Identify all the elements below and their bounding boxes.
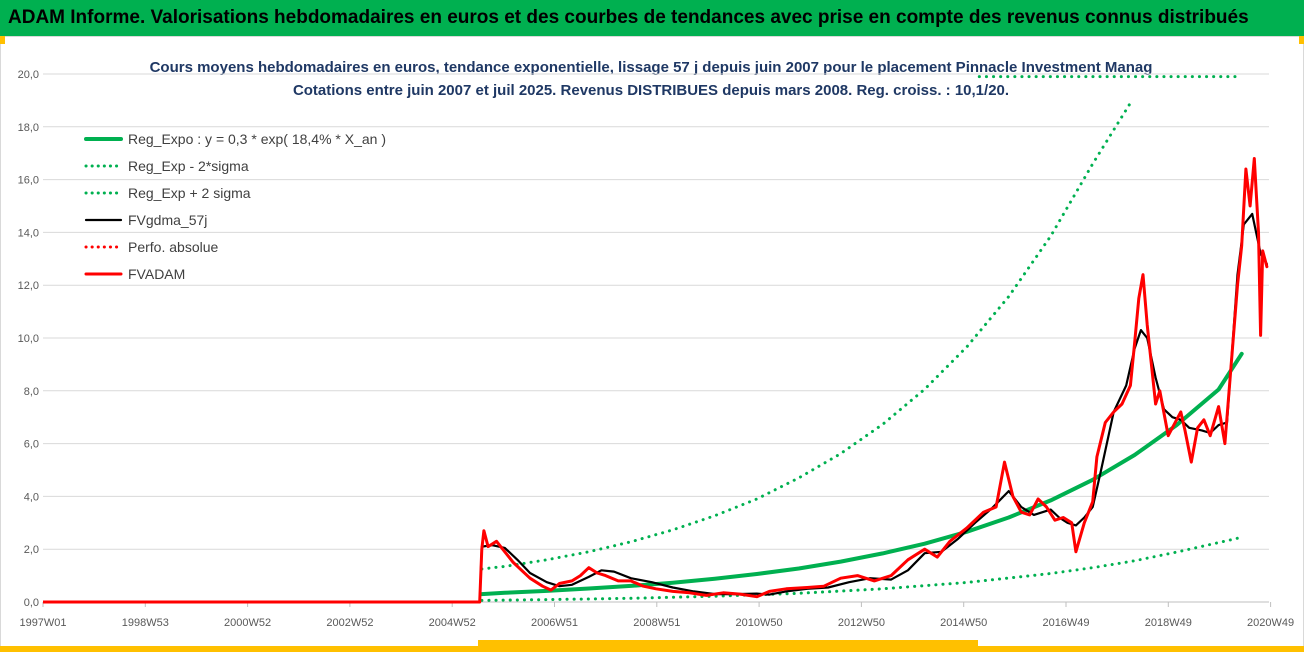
x-tick-label: 1998W53 (122, 617, 169, 629)
corner-accent-left (0, 36, 5, 44)
x-tick-label: 2004W52 (429, 617, 476, 629)
y-tick-label: 10,0 (18, 333, 39, 345)
x-axis-ticks: 1997W01 1998W53 2000W52 2002W52 2004W52 2006W… (19, 602, 1294, 629)
corner-accent-right (1299, 36, 1304, 44)
legend-label: FVgdma_57j (128, 212, 207, 228)
y-tick-label: 6,0 (24, 439, 39, 451)
x-tick-label: 2014W50 (940, 617, 987, 629)
legend-label: Reg_Exp - 2*sigma (128, 158, 249, 174)
y-tick-label: 18,0 (18, 122, 39, 134)
legend-label: Reg_Exp + 2 sigma (128, 185, 251, 201)
x-tick-label: 2020W49 (1247, 617, 1294, 629)
line-chart: Cours moyens hebdomadaires en euros, ten… (18, 59, 1295, 629)
x-tick-label: 1997W01 (19, 617, 66, 629)
chart-frame: Cours moyens hebdomadaires en euros, ten… (0, 36, 1304, 652)
y-tick-label: 16,0 (18, 175, 39, 187)
legend: Reg_Expo : y = 0,3 * exp( 18,4% * X_an )… (84, 131, 386, 282)
legend-label: FVADAM (128, 266, 185, 282)
legend-label: Perfo. absolue (128, 239, 218, 255)
y-tick-label: 8,0 (24, 386, 39, 398)
series-line (43, 212, 1268, 604)
x-tick-label: 2012W50 (838, 617, 885, 629)
x-tick-label: 2016W49 (1042, 617, 1089, 629)
y-axis-ticks: 0,0 2,0 4,0 6,0 8,0 10,0 12,0 14,0 16,0 18,0 20,0 (18, 69, 39, 609)
banner-title: ADAM Informe. Valorisations hebdomadaire… (0, 0, 1304, 36)
x-tick-label: 2002W52 (326, 617, 373, 629)
y-tick-label: 4,0 (24, 491, 39, 503)
series-line (43, 157, 1269, 604)
chart-subtitle: Cotations entre juin 2007 et juil 2025. … (293, 82, 1009, 99)
legend-label: Reg_Expo : y = 0,3 * exp( 18,4% * X_an ) (128, 131, 386, 147)
series-line (479, 351, 1244, 597)
x-tick-label: 2006W51 (531, 617, 578, 629)
chart-title: Cours moyens hebdomadaires en euros, ten… (150, 59, 1153, 76)
x-tick-label: 2000W52 (224, 617, 271, 629)
x-tick-label: 2018W49 (1145, 617, 1192, 629)
y-tick-label: 14,0 (18, 227, 39, 239)
y-tick-label: 0,0 (24, 597, 39, 609)
series-line (480, 101, 1132, 571)
bottom-accent-tab (478, 640, 978, 652)
x-tick-label: 2010W50 (736, 617, 783, 629)
series-line (480, 535, 1244, 602)
y-tick-label: 2,0 (24, 544, 39, 556)
y-tick-label: 12,0 (18, 280, 39, 292)
y-tick-label: 20,0 (18, 69, 39, 81)
series-lines (43, 75, 1269, 604)
x-tick-label: 2008W51 (633, 617, 680, 629)
